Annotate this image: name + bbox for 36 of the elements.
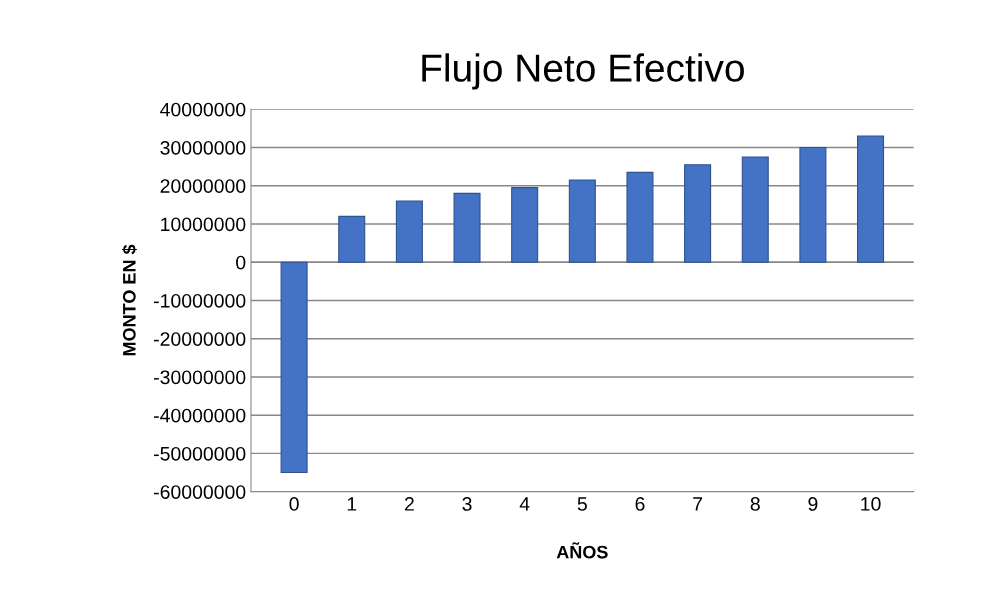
x-tick-label: 3 [462,497,472,511]
bar [511,187,539,263]
x-tick-label: 1 [347,497,357,511]
y-tick-label: 40000000 [160,102,246,117]
x-tick-label: 0 [289,497,299,511]
y-tick-label: 0 [236,255,246,270]
y-tick-label: -30000000 [154,370,246,385]
bar [799,146,827,263]
y-tick-label: -20000000 [154,332,246,346]
x-tick-label: 7 [693,497,703,511]
y-tick-label: -50000000 [154,446,246,461]
chart-title: Flujo Neto Efectivo [422,53,744,90]
x-tick-label: 6 [635,497,645,511]
y-tick-label: 10000000 [161,217,246,232]
bar [338,215,366,263]
x-tick-label: 4 [519,497,530,511]
x-tick-label: 5 [577,497,587,511]
bar [568,179,596,263]
bar [684,164,712,263]
y-tick-label: -10000000 [154,293,246,308]
bar [395,200,423,263]
x-axis-title: AÑOS [556,542,608,559]
bar [280,261,308,474]
y-tick-label: 20000000 [160,179,246,193]
bar [857,135,885,263]
x-tick-label: 9 [808,497,818,511]
y-tick-label: -60000000 [154,485,246,499]
y-axis-title: MONTO EN $ [122,244,137,356]
y-tick-label: -40000000 [154,408,246,423]
x-tick-label: 10 [861,497,881,511]
bar [626,171,654,263]
x-tick-label: 2 [404,497,414,511]
x-tick-label: 8 [750,497,760,511]
bar [741,156,769,263]
bar [453,192,481,263]
y-tick-label: 30000000 [160,140,246,155]
